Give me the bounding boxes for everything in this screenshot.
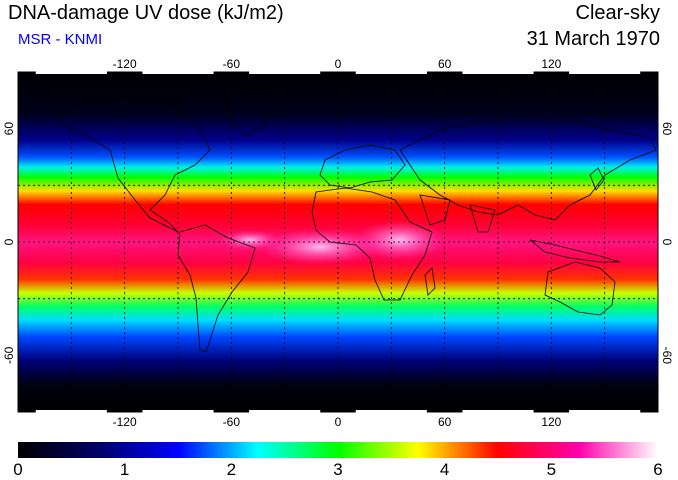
colorbar [18,442,658,458]
sky-condition: Clear-sky [575,2,660,24]
lat-tick-label-right: 60 [660,122,674,136]
lon-tick-label: -120 [113,415,137,429]
frame-tick-bar [569,410,641,413]
frame-tick-bar [142,71,214,74]
coast-north-america [59,94,211,233]
dose-field [18,72,658,412]
lon-tick-label: -120 [113,57,137,71]
lat-tick-label-right: 0 [660,239,674,246]
frame-tick-bar [35,410,107,413]
frame-tick-bar [355,71,427,74]
frame-tick-bar [249,410,321,413]
coast-asia [399,117,657,221]
lon-tick-label: 120 [541,57,561,71]
frame-tick-bar [569,71,641,74]
frame-tick-bar [462,410,534,413]
coast-indonesia [529,239,621,263]
coast-arabia [419,194,451,226]
colorbar-ticks: 0 1 2 3 4 5 6 [13,460,662,479]
lon-tick-label: 60 [438,415,452,429]
lat-tick-label-right: -60 [660,347,674,365]
coast-greenland [224,84,281,136]
colorbar-tick-label: 1 [120,460,129,479]
hotspot-brazil [220,230,280,250]
coast-south-america [177,224,256,353]
frame-tick-bar [35,71,107,74]
map-source: MSR - KNMI [18,31,103,48]
frame-tick-bar [142,410,214,413]
colorbar-tick-label: 3 [333,460,342,479]
graticule [18,72,658,412]
lon-tick-label: -60 [223,415,241,429]
lon-tick-label: 120 [541,415,561,429]
hotspot-africa [355,220,445,260]
colorbar-tick-label: 2 [227,460,236,479]
colorbar-tick-label: 0 [13,460,22,479]
coast-australia [544,261,616,316]
map-date: 31 March 1970 [526,28,660,50]
lat-tick-label-left: 60 [2,122,16,136]
frame-tick-bar [249,71,321,74]
colorbar-tick-label: 6 [653,460,662,479]
lon-tick-label: 0 [335,57,342,71]
frame-tick-bar [355,410,427,413]
lat-tick-label-left: -60 [2,346,16,364]
lon-tick-label: 60 [438,57,452,71]
axis-labels: -120 -120 -60 -60 0 0 60 60 120 120 60 60 0 0 -60 -60 [2,57,674,429]
frame-ticks [35,71,641,413]
hotspot-pacific [260,229,380,265]
coast-india [469,204,496,233]
lon-tick-label: 0 [335,415,342,429]
coast-africa [311,187,433,301]
colorbar-tick-label: 5 [547,460,556,479]
lat-tick-label-left: 0 [2,238,16,245]
lon-tick-label: -60 [223,57,241,71]
coast-madagascar [424,267,436,296]
coastlines [59,84,657,353]
colorbar-tick-label: 4 [440,460,449,479]
map-frame [17,71,659,413]
frame-tick-bar [462,71,534,74]
map-title: DNA-damage UV dose (kJ/m2) [8,2,284,24]
